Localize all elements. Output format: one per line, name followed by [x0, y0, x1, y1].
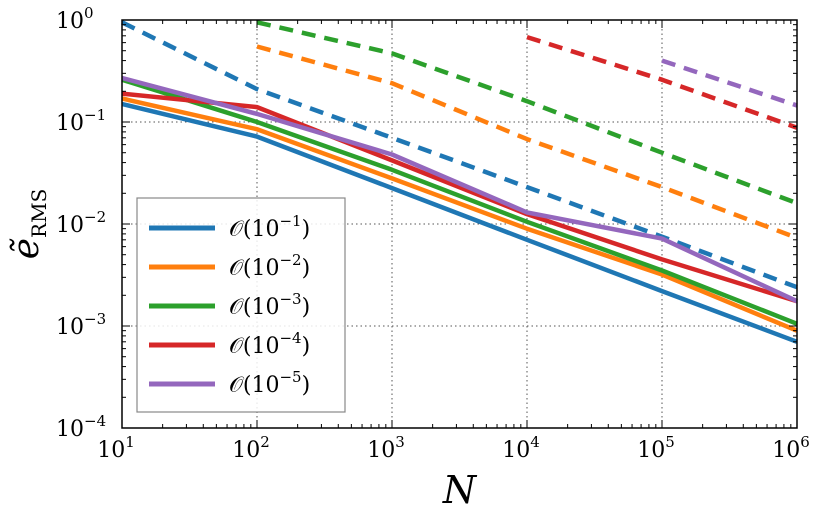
x-tick-label: 104	[502, 433, 540, 463]
series-5-dashed-line	[662, 61, 797, 106]
x-tick-base: 10	[367, 438, 395, 463]
y-tick-exponent: 0	[84, 4, 94, 22]
series-4-dashed-line	[527, 37, 797, 128]
legend-label-close: )	[302, 217, 311, 242]
x-tick-label: 101	[97, 433, 135, 463]
x-tick-base: 10	[637, 438, 665, 463]
x-tick-exponent: 6	[800, 433, 810, 451]
y-tick-label: 10−1	[56, 106, 106, 136]
y-axis-title-main: ẽ	[6, 238, 47, 259]
y-tick-label: 10−2	[56, 208, 106, 238]
x-tick-base: 10	[97, 438, 125, 463]
x-tick-label: 106	[772, 433, 810, 463]
x-tick-exponent: 3	[395, 433, 405, 451]
legend-label-base: 𝒪(10	[229, 295, 279, 320]
legend-label-exponent: −2	[279, 251, 301, 269]
x-tick-exponent: 5	[665, 433, 675, 451]
x-axis-title: N	[442, 468, 478, 512]
chart: 101 102 103 104 105 10610−410−310−210−1100 𝒪(…	[0, 0, 830, 519]
x-tick-exponent: 4	[530, 433, 540, 451]
y-tick-exponent: −4	[84, 412, 106, 430]
x-tick-exponent: 2	[260, 433, 270, 451]
legend-label-close: )	[302, 295, 311, 320]
y-tick-base: 10	[56, 315, 84, 340]
legend-label-base: 𝒪(10	[229, 217, 279, 242]
y-tick-base: 10	[56, 111, 84, 136]
x-tick-base: 10	[772, 438, 800, 463]
legend-label-close: )	[302, 334, 311, 359]
y-tick-label: 10−3	[56, 310, 106, 340]
legend-label-base: 𝒪(10	[229, 373, 279, 398]
y-tick-base: 10	[56, 417, 84, 442]
y-axis-title-subscript: RMS	[27, 189, 51, 238]
x-tick-label: 105	[637, 433, 675, 463]
legend-label-exponent: −3	[279, 290, 301, 308]
legend-label-exponent: −4	[279, 329, 301, 347]
legend: 𝒪(10−1)𝒪(10−2)𝒪(10−3)𝒪(10−4)𝒪(10−5)	[137, 198, 345, 412]
y-tick-label: 100	[56, 4, 94, 34]
x-tick-exponent: 1	[125, 433, 135, 451]
legend-label-exponent: −1	[279, 212, 301, 230]
y-tick-base: 10	[56, 213, 84, 238]
legend-label-base: 𝒪(10	[229, 334, 279, 359]
y-tick-exponent: −1	[84, 106, 106, 124]
x-tick-label: 102	[232, 433, 270, 463]
y-tick-exponent: −3	[84, 310, 106, 328]
x-tick-base: 10	[232, 438, 260, 463]
legend-label-close: )	[302, 256, 311, 281]
x-tick-base: 10	[502, 438, 530, 463]
legend-label-close: )	[302, 373, 311, 398]
legend-label-exponent: −5	[279, 368, 301, 386]
y-axis-title: ẽRMS	[6, 189, 51, 260]
legend-label-base: 𝒪(10	[229, 256, 279, 281]
y-tick-exponent: −2	[84, 208, 106, 226]
x-tick-label: 103	[367, 433, 405, 463]
series-3-dashed-line	[257, 22, 797, 203]
y-tick-base: 10	[56, 9, 84, 34]
